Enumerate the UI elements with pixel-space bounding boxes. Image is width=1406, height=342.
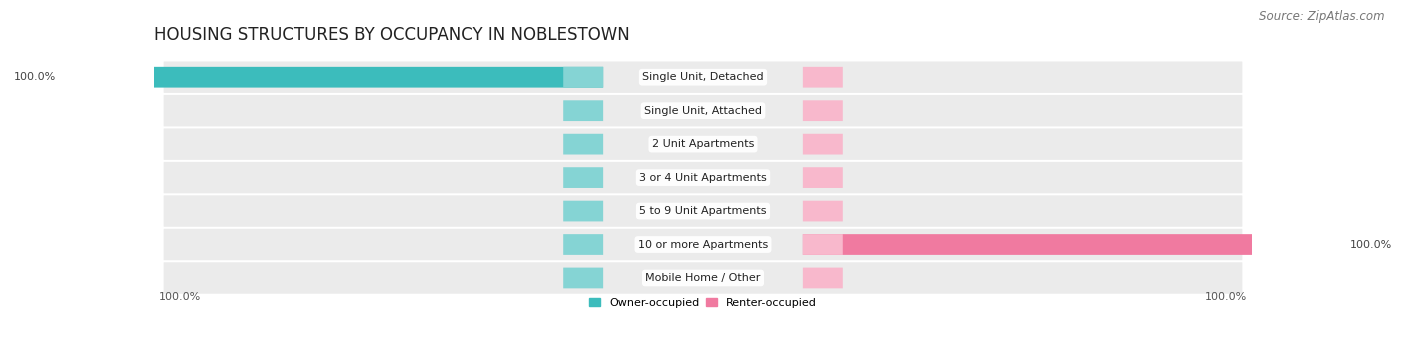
FancyBboxPatch shape xyxy=(803,234,1343,255)
Text: 0.0%: 0.0% xyxy=(568,106,596,116)
Text: Mobile Home / Other: Mobile Home / Other xyxy=(645,273,761,283)
Text: 0.0%: 0.0% xyxy=(568,239,596,250)
Text: 0.0%: 0.0% xyxy=(568,139,596,149)
Text: 2 Unit Apartments: 2 Unit Apartments xyxy=(652,139,754,149)
Text: 3 or 4 Unit Apartments: 3 or 4 Unit Apartments xyxy=(640,173,766,183)
FancyBboxPatch shape xyxy=(803,234,842,255)
Text: 0.0%: 0.0% xyxy=(810,106,838,116)
FancyBboxPatch shape xyxy=(564,201,603,221)
FancyBboxPatch shape xyxy=(564,234,603,255)
FancyBboxPatch shape xyxy=(163,128,1243,160)
Text: 100.0%: 100.0% xyxy=(159,292,201,302)
Text: 0.0%: 0.0% xyxy=(568,173,596,183)
FancyBboxPatch shape xyxy=(163,262,1243,294)
FancyBboxPatch shape xyxy=(163,62,1243,93)
Text: 0.0%: 0.0% xyxy=(810,72,838,82)
Text: 100.0%: 100.0% xyxy=(1205,292,1247,302)
Text: 0.0%: 0.0% xyxy=(810,139,838,149)
FancyBboxPatch shape xyxy=(163,95,1243,127)
Text: 0.0%: 0.0% xyxy=(810,173,838,183)
Text: 100.0%: 100.0% xyxy=(14,72,56,82)
Text: 10 or more Apartments: 10 or more Apartments xyxy=(638,239,768,250)
FancyBboxPatch shape xyxy=(803,100,842,121)
Text: 5 to 9 Unit Apartments: 5 to 9 Unit Apartments xyxy=(640,206,766,216)
FancyBboxPatch shape xyxy=(803,201,842,221)
Legend: Owner-occupied, Renter-occupied: Owner-occupied, Renter-occupied xyxy=(585,293,821,313)
Text: 0.0%: 0.0% xyxy=(810,273,838,283)
FancyBboxPatch shape xyxy=(163,229,1243,260)
FancyBboxPatch shape xyxy=(564,100,603,121)
Text: Source: ZipAtlas.com: Source: ZipAtlas.com xyxy=(1260,10,1385,23)
FancyBboxPatch shape xyxy=(564,67,603,88)
FancyBboxPatch shape xyxy=(564,167,603,188)
FancyBboxPatch shape xyxy=(803,67,842,88)
Text: 0.0%: 0.0% xyxy=(568,273,596,283)
Text: 0.0%: 0.0% xyxy=(810,206,838,216)
Text: 0.0%: 0.0% xyxy=(568,206,596,216)
Text: HOUSING STRUCTURES BY OCCUPANCY IN NOBLESTOWN: HOUSING STRUCTURES BY OCCUPANCY IN NOBLE… xyxy=(153,26,630,44)
FancyBboxPatch shape xyxy=(803,134,842,155)
FancyBboxPatch shape xyxy=(803,167,842,188)
FancyBboxPatch shape xyxy=(564,267,603,288)
Text: Single Unit, Attached: Single Unit, Attached xyxy=(644,106,762,116)
Text: Single Unit, Detached: Single Unit, Detached xyxy=(643,72,763,82)
FancyBboxPatch shape xyxy=(803,267,842,288)
FancyBboxPatch shape xyxy=(163,162,1243,193)
FancyBboxPatch shape xyxy=(163,195,1243,227)
FancyBboxPatch shape xyxy=(564,134,603,155)
Text: 100.0%: 100.0% xyxy=(1350,239,1392,250)
FancyBboxPatch shape xyxy=(63,67,603,88)
